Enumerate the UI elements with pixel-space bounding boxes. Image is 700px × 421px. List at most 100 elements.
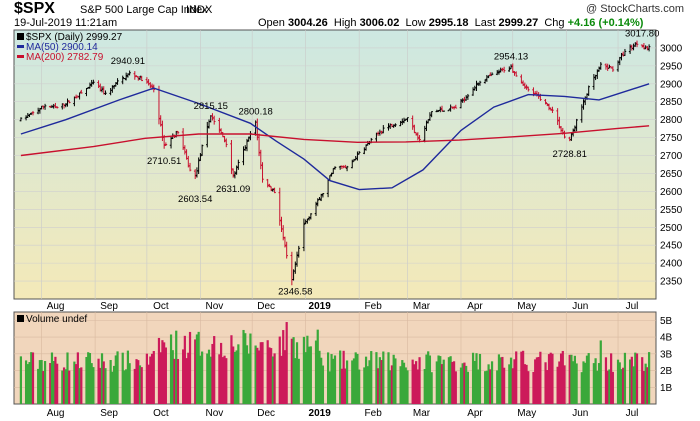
x-tick-label: Dec: [257, 408, 275, 419]
price-bar: [490, 72, 494, 76]
volume-bar: [318, 350, 321, 404]
volume-bar: [242, 329, 245, 404]
volume-bar: [370, 351, 373, 404]
price-tick-label: 2550: [660, 205, 683, 216]
price-bar: [430, 111, 433, 118]
volume-bar: [473, 360, 476, 404]
price-bar: [224, 138, 228, 148]
volume-bar: [97, 358, 100, 404]
price-bar: [380, 130, 383, 135]
volume-bar: [254, 345, 257, 404]
volume-bar: [218, 354, 221, 404]
price-bar: [74, 94, 78, 99]
volume-bar: [416, 369, 419, 404]
price-tick-label: 2800: [660, 115, 683, 126]
x-tick-label: Mar: [413, 301, 431, 312]
volume-bar: [116, 351, 119, 404]
volume-bar: [245, 345, 249, 404]
price-annotation: 2800.18: [238, 107, 272, 118]
volume-bar: [78, 368, 81, 404]
price-bar: [247, 136, 251, 142]
volume-bar: [647, 352, 651, 404]
price-bar: [200, 144, 204, 156]
price-bar: [642, 43, 646, 50]
volume-bar: [354, 352, 357, 404]
volume-legend-swatch: [17, 315, 24, 322]
volume-bar: [352, 358, 356, 404]
volume-bar: [596, 370, 599, 404]
price-bar: [295, 251, 299, 267]
volume-legend-label: Volume undef: [26, 314, 87, 325]
volume-bar: [256, 347, 259, 404]
volume-bar: [219, 342, 223, 404]
volume-bar: [549, 352, 552, 404]
price-tick-label: 2700: [660, 151, 683, 162]
price-bar: [230, 140, 233, 175]
price-bar: [633, 42, 637, 47]
volume-bar: [73, 361, 76, 404]
volume-bar: [551, 353, 554, 404]
price-bar: [544, 99, 547, 105]
volume-bar: [415, 361, 418, 404]
volume-bar: [344, 368, 347, 404]
volume-bar: [66, 352, 69, 404]
price-bar: [489, 72, 492, 77]
price-bar: [164, 142, 168, 146]
volume-bar: [382, 351, 385, 404]
price-bar: [414, 132, 418, 136]
volume-bar: [503, 367, 506, 404]
volume-bar: [561, 350, 564, 404]
volume-bar: [463, 362, 466, 404]
low-value: 2995.18: [428, 17, 469, 29]
price-annotation: 2815.15: [194, 101, 228, 112]
volume-bar: [247, 353, 250, 404]
volume-legend: Volume undef: [17, 314, 87, 325]
price-bar: [212, 115, 216, 125]
price-tick-label: 2650: [660, 169, 683, 180]
volume-bar: [230, 335, 233, 404]
last-value: 2999.27: [498, 17, 539, 29]
volume-bar: [597, 363, 601, 404]
volume-bar: [42, 371, 45, 404]
price-tick-label: 2950: [660, 61, 683, 72]
price-bar: [273, 187, 276, 194]
volume-bar: [40, 360, 43, 404]
price-bar: [306, 218, 309, 224]
volume-bar: [611, 371, 614, 404]
price-bar: [176, 130, 180, 135]
volume-bar: [594, 358, 597, 404]
volume-bar: [52, 360, 55, 404]
volume-bar: [525, 364, 528, 404]
volume-bar: [508, 364, 511, 404]
price-bar: [344, 164, 347, 169]
volume-bar: [430, 372, 433, 404]
ma50-legend-label: MA(50) 2900.14: [26, 42, 98, 53]
volume-bar: [38, 360, 41, 404]
volume-bar: [606, 370, 609, 404]
price-bar: [135, 75, 138, 78]
price-bar: [611, 66, 615, 72]
price-bar: [100, 86, 104, 93]
volume-bar: [114, 355, 117, 404]
price-annotation: 2940.91: [111, 56, 145, 67]
price-bar: [309, 213, 313, 220]
x-tick-label: May: [517, 408, 536, 419]
volume-bar: [620, 369, 623, 404]
volume-bar: [623, 352, 627, 404]
volume-bar: [582, 361, 585, 404]
volume-bar: [294, 358, 297, 404]
price-bar: [514, 71, 518, 77]
price-bar: [350, 159, 354, 169]
volume-bar: [306, 335, 309, 404]
volume-bar: [326, 352, 330, 404]
price-bar: [218, 117, 221, 133]
price-bar: [526, 86, 530, 92]
price-tick-label: 2750: [660, 133, 683, 144]
volume-bar: [225, 358, 228, 404]
volume-bar: [88, 353, 92, 404]
last-label: Last: [474, 17, 496, 29]
price-bar: [43, 103, 47, 110]
price-bar: [233, 171, 237, 179]
volume-bar: [547, 354, 551, 404]
price-bar: [551, 106, 554, 113]
